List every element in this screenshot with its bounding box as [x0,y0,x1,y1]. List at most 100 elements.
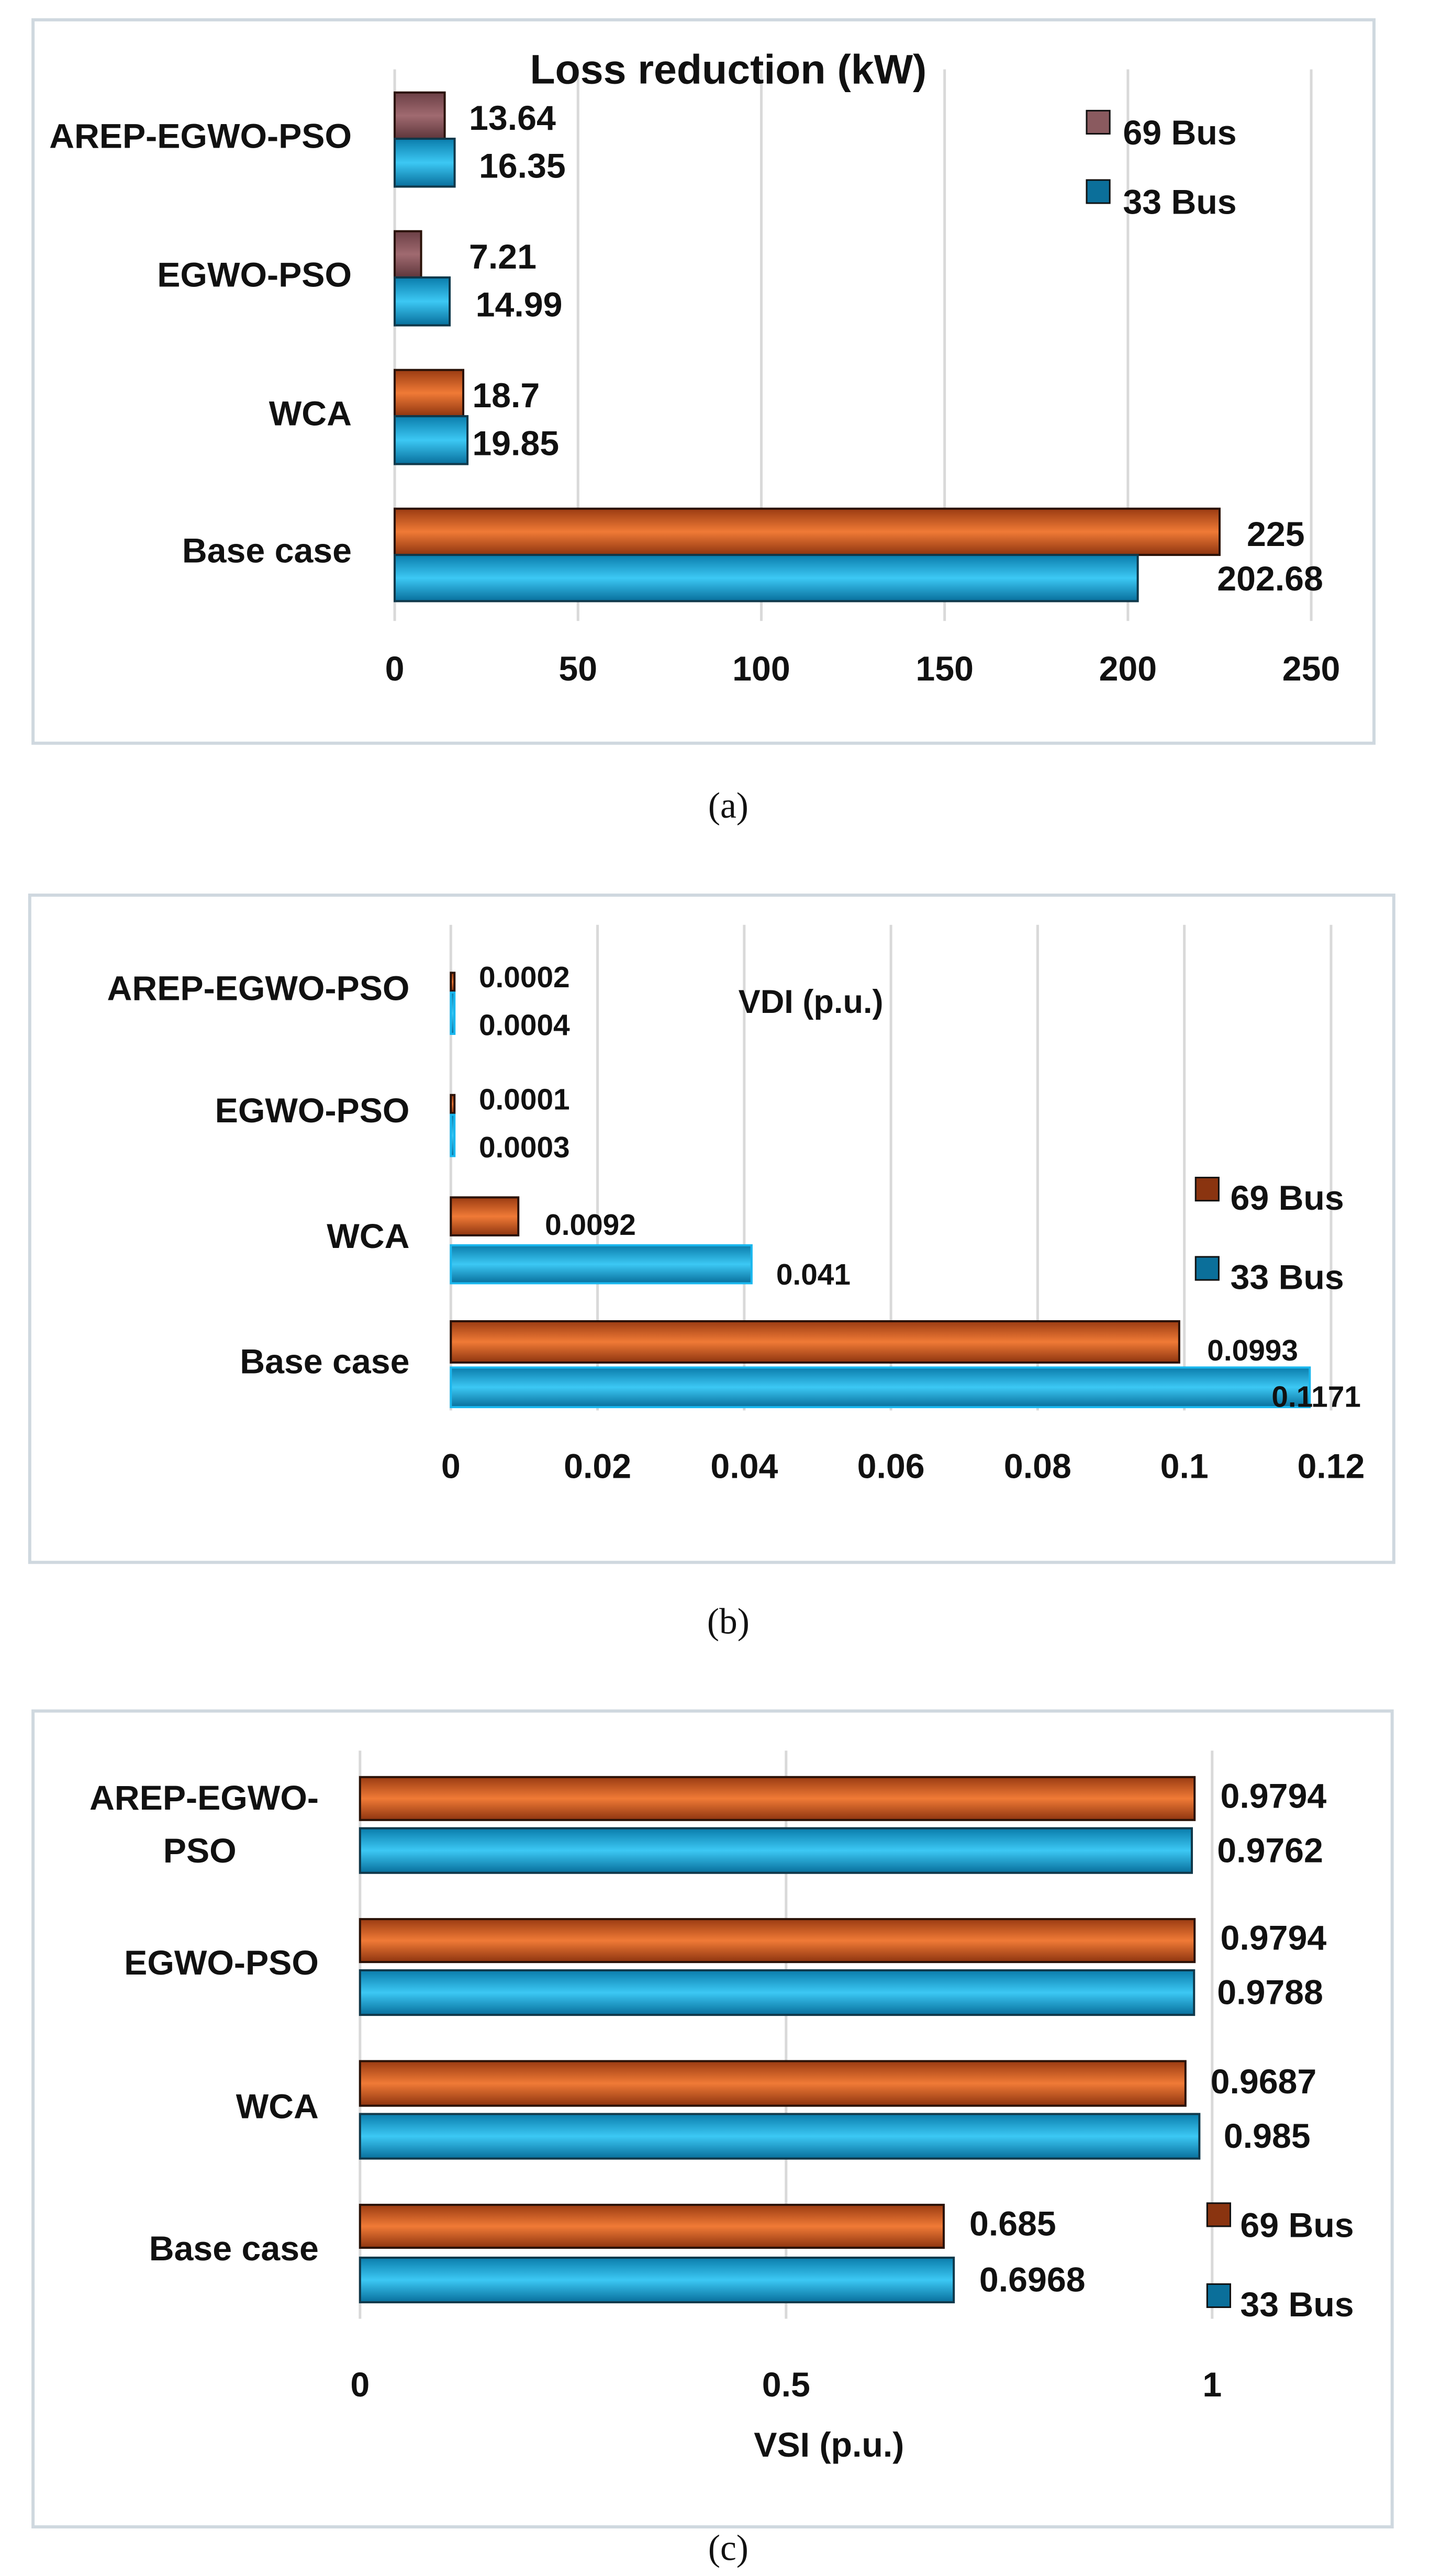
category-label: Base case [149,2229,319,2268]
category-label: WCA [327,1217,409,1256]
x-tick-label: 0 [350,2366,370,2404]
x-tick-label: 0.04 [710,1447,778,1486]
bar-33-bus [394,554,1139,603]
bar-33-bus [450,1366,1311,1409]
category-label: AREP-EGWO- PSO [90,1778,319,1870]
category-label: AREP-EGWO-PSO [107,969,410,1008]
legend-label: 69 Bus [1240,2206,1354,2245]
bar-33-bus [450,1244,753,1285]
figure-caption: (a) [708,786,749,826]
bar-69-bus [359,1918,1196,1964]
legend-label: 33 Bus [1123,183,1236,222]
data-label: 0.0092 [545,1209,636,1242]
bar-69-bus [394,91,446,140]
data-label: 0.0004 [479,1009,570,1042]
x-tick-label: 0.06 [857,1447,925,1486]
legend-swatch [1086,109,1111,135]
data-label: 0.985 [1224,2117,1311,2156]
chart-a: 0 50 100 150 200 250 AREP-EGWO-PSO EGWO-PSO WCA B… [31,18,1376,826]
data-label: 0.041 [776,1258,851,1291]
bar-69-bus [394,369,465,418]
legend-label: 33 Bus [1240,2285,1354,2324]
legend-swatch [1086,179,1111,204]
data-label: 19.85 [472,424,559,463]
bar-69-bus [394,507,1221,556]
bar-33-bus [394,276,451,327]
x-tick-label: 0.5 [762,2366,810,2404]
chart-title: Loss reduction (kW) [530,47,926,93]
bar-69-bus [450,1196,520,1236]
bar-69-bus [450,1094,456,1114]
data-label: 202.68 [1217,560,1323,598]
bar-33-bus [359,1827,1193,1874]
data-label: 0.0003 [479,1131,570,1164]
data-label: 0.0001 [479,1083,570,1116]
legend-swatch [1206,2283,1231,2309]
x-tick-label: 0.12 [1297,1447,1365,1486]
data-label: 7.21 [469,238,537,276]
figure-caption: (b) [707,1601,750,1642]
data-label: 0.9794 [1221,1777,1327,1815]
x-tick-label: 1 [1202,2366,1222,2404]
data-label: 0.9788 [1217,1973,1323,2012]
bar-69-bus [359,2060,1187,2107]
bar-33-bus [450,991,456,1035]
x-tick-label: 0.08 [1004,1447,1071,1486]
figure-caption: (c) [708,2528,749,2568]
x-tick-label: 0 [441,1447,461,1486]
bar-33-bus [359,2256,955,2304]
legend-label: 69 Bus [1230,1179,1344,1218]
legend-label: 69 Bus [1123,114,1236,152]
chart-c: 0 0.5 1 AREP-EGWO- PSO EGWO-PSO WCA Base case 0.… [31,1709,1394,2568]
data-label: 0.0002 [479,961,570,994]
chart-title: VSI (p.u.) [754,2426,904,2465]
category-label: Base case [240,1343,409,1381]
x-tick-label: 250 [1282,650,1341,688]
category-label: EGWO-PSO [157,256,352,295]
x-tick-label: 0 [385,650,405,688]
bar-69-bus [394,230,422,279]
chart-frame [31,18,1376,745]
data-label: 0.9794 [1221,1919,1327,1958]
chart-frame [28,894,1395,1564]
category-label: Base case [182,531,352,570]
bar-69-bus [450,972,456,993]
x-tick-label: 200 [1099,650,1157,688]
data-label: 13.64 [469,99,556,138]
data-label: 0.9687 [1211,2062,1317,2101]
data-label: 14.99 [476,285,563,324]
category-label: WCA [269,395,352,433]
data-label: 0.9762 [1217,1831,1323,1870]
chart-title: VDI (p.u.) [739,984,884,1020]
x-tick-label: 150 [915,650,974,688]
bar-33-bus [394,138,456,188]
category-label: WCA [236,2087,319,2126]
category-label-line: AREP-EGWO- [90,1778,319,1817]
legend-swatch [1194,1256,1220,1281]
bar-33-bus [394,415,469,465]
data-label: 225 [1247,515,1305,554]
data-label: 0.685 [969,2204,1056,2243]
legend-swatch [1194,1177,1220,1202]
bar-33-bus [450,1113,456,1157]
category-label: AREP-EGWO-PSO [49,117,352,156]
x-tick-label: 0.02 [564,1447,631,1486]
legend-label: 33 Bus [1230,1258,1344,1297]
data-label: 0.1171 [1271,1380,1361,1413]
x-tick-label: 100 [732,650,790,688]
category-label: EGWO-PSO [124,1944,319,1982]
bar-69-bus [359,2203,945,2249]
category-label: EGWO-PSO [215,1091,410,1130]
bar-33-bus [359,1969,1196,2016]
bar-69-bus [359,1776,1196,1821]
category-label-line: PSO [163,1831,237,1870]
data-label: 18.7 [472,376,540,415]
data-label: 16.35 [479,147,566,185]
bar-33-bus [359,2113,1201,2160]
chart-b: 0 0.02 0.04 0.06 0.08 0.1 0.12 AREP-EGWO-PSO EGW… [28,894,1395,1642]
data-label: 0.0993 [1207,1334,1298,1367]
x-tick-label: 0.1 [1160,1447,1209,1486]
legend-swatch [1206,2202,1231,2227]
bar-69-bus [450,1320,1180,1364]
